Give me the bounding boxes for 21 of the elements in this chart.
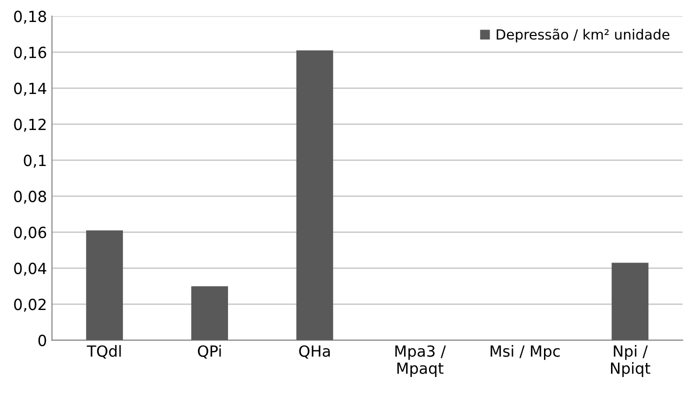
bar (296, 50, 334, 340)
bar (86, 230, 123, 340)
x-tick-label: Npi / Npiqt (611, 345, 650, 377)
x-tick-label: Msi / Mpc (490, 345, 560, 360)
y-tick-label: 0,16 (14, 46, 46, 60)
x-tick-label: Mpa3 / Mpaqt (395, 345, 446, 377)
y-tick-label: 0,18 (14, 10, 46, 24)
y-tick-label: 0,12 (14, 118, 46, 132)
y-tick-label: 0,14 (14, 82, 46, 96)
x-tick-label: QHa (299, 345, 330, 359)
legend-label: Depressão / km² unidade (496, 28, 670, 42)
bar (612, 262, 648, 340)
y-tick-label: 0 (38, 334, 46, 346)
y-tick-label: 0,06 (14, 226, 46, 240)
y-tick-label: 0,08 (14, 190, 46, 204)
x-tick-label: TQdl (86, 345, 121, 359)
y-tick-label: 0,04 (14, 262, 46, 276)
x-tick-label: QPi (198, 345, 221, 359)
bar (191, 286, 228, 340)
y-tick-label: 0,1 (24, 154, 46, 168)
y-tick-label: 0,02 (14, 298, 46, 312)
